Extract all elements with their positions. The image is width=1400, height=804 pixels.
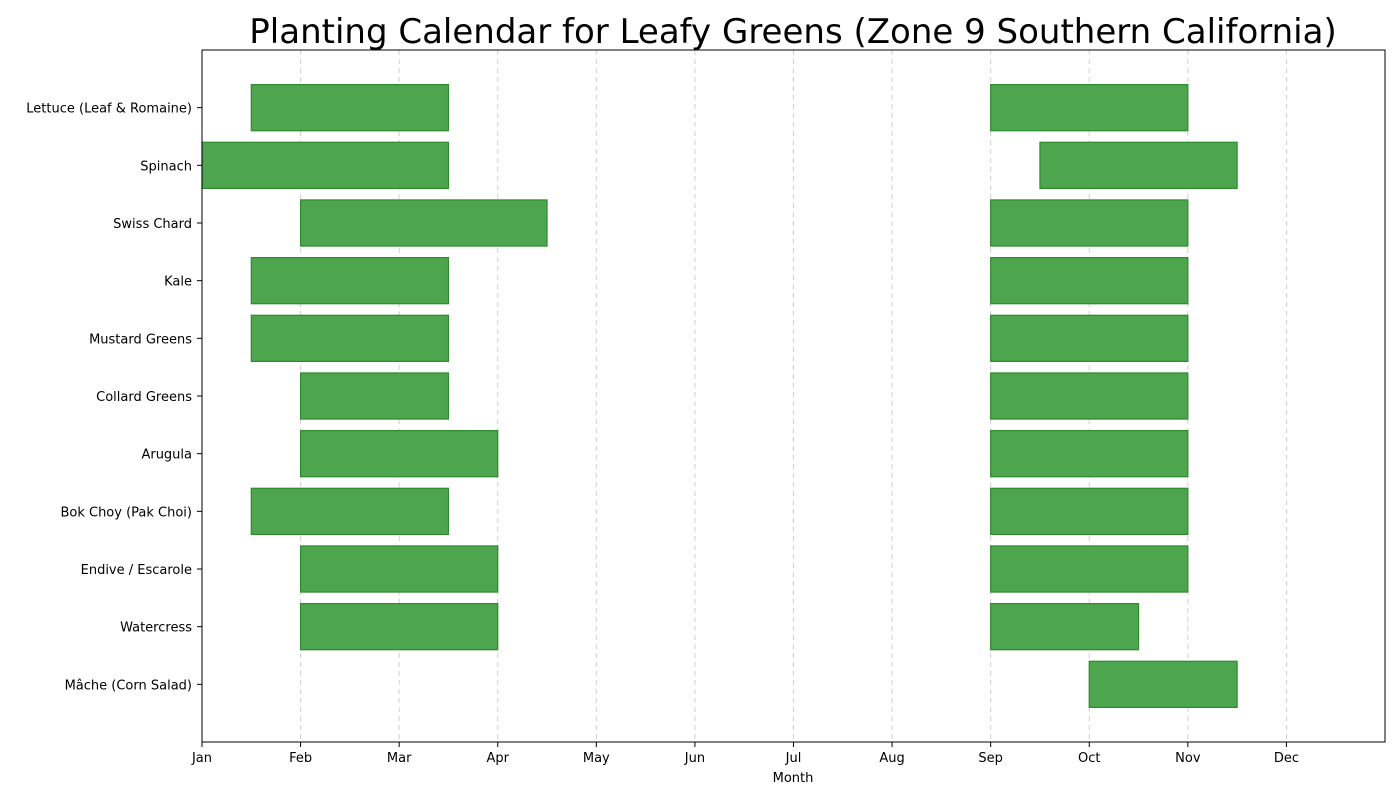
x-tick-label: Feb (289, 751, 312, 766)
planting-window-bar (299, 372, 450, 420)
x-axis-label: Month (773, 771, 814, 786)
x-tick-label: Jan (191, 751, 212, 766)
planting-window-bar (250, 314, 450, 362)
x-tick-label: May (583, 751, 610, 766)
x-tick-label: Jun (684, 751, 705, 766)
planting-window-bar (299, 199, 548, 247)
planting-window-bar (990, 257, 1189, 305)
x-tick-label: Nov (1175, 751, 1201, 766)
planting-window-bar (201, 141, 450, 189)
planting-window-bar (990, 372, 1189, 420)
planting-window-bar (990, 602, 1140, 651)
planting-window-bar (990, 430, 1189, 478)
y-tick-label: Lettuce (Leaf & Romaine) (26, 102, 192, 117)
planting-window-bar (250, 487, 450, 535)
planting-window-bar (990, 314, 1189, 362)
planting-window-bar (299, 430, 499, 478)
y-tick-label: Collard Greens (96, 390, 192, 405)
planting-window-bar (990, 545, 1189, 593)
y-tick-label: Swiss Chard (113, 217, 192, 232)
x-tick-label: Apr (487, 751, 510, 766)
y-tick-label: Mâche (Corn Salad) (65, 678, 192, 693)
y-tick-label: Spinach (140, 159, 192, 174)
planting-window-bar (250, 257, 450, 305)
x-tick-label: Aug (879, 751, 904, 766)
planting-window-bar (250, 83, 450, 132)
y-tick-label: Arugula (141, 448, 192, 463)
planting-window-bar (1039, 141, 1238, 189)
y-tick-label: Watercress (120, 621, 192, 636)
y-tick-label: Endive / Escarole (81, 563, 192, 578)
y-tick-label: Mustard Greens (89, 332, 192, 347)
chart-title: Planting Calendar for Leafy Greens (Zone… (249, 12, 1336, 52)
x-tick-label: Mar (387, 751, 412, 766)
planting-window-bar (1088, 660, 1238, 708)
x-tick-label: Sep (978, 751, 1003, 766)
y-tick-label: Bok Choy (Pak Choi) (60, 505, 192, 520)
planting-window-bar (990, 199, 1189, 247)
planting-window-bar (299, 602, 499, 651)
x-tick-label: Dec (1274, 751, 1299, 766)
planting-window-bar (990, 83, 1189, 132)
x-tick-label: Jul (785, 751, 802, 766)
planting-window-bar (990, 487, 1189, 535)
y-tick-label: Kale (164, 275, 192, 290)
x-tick-label: Oct (1078, 751, 1100, 766)
planting-window-bar (299, 545, 499, 593)
